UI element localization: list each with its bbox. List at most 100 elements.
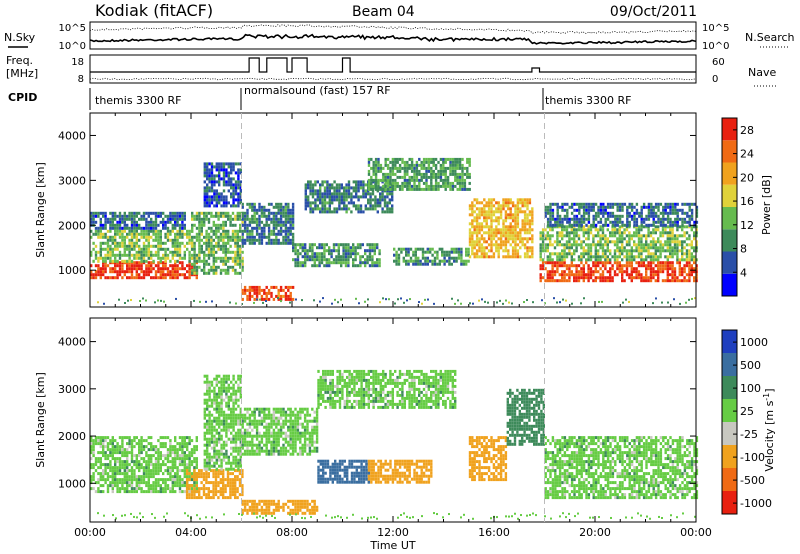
echo-cell [654, 202, 658, 206]
echo-cell [389, 166, 392, 170]
echo-cell [183, 466, 186, 470]
echo-cell [495, 228, 498, 232]
echo-cell [145, 475, 148, 479]
echo-cell [587, 255, 590, 259]
echo-cell [169, 445, 172, 449]
echo-cell [478, 213, 481, 217]
echo-cell [208, 186, 211, 190]
echo-cell [526, 222, 529, 226]
echo-cell [174, 472, 177, 476]
echo-cell [539, 273, 542, 277]
echo-cell [372, 178, 375, 182]
echo-cell [514, 210, 517, 214]
echo-cell [611, 276, 614, 280]
echo-cell [174, 220, 177, 224]
echo-cell [289, 301, 291, 304]
echo-cell [434, 184, 438, 188]
echo-cell [444, 166, 447, 170]
echo-cell [362, 195, 365, 199]
echo-cell [338, 198, 341, 202]
echo-cell [97, 478, 100, 482]
echo-cell [685, 231, 689, 235]
echo-cell [650, 211, 653, 215]
echo-cell [635, 276, 638, 280]
echo-cell [597, 261, 600, 265]
echo-cell [321, 201, 324, 205]
echo-cell [676, 249, 679, 253]
echo-cell [128, 267, 131, 271]
echo-cell [94, 276, 98, 280]
echo-cell [659, 255, 662, 259]
echo-cell [597, 276, 600, 280]
echo-cell [183, 436, 186, 440]
echo-cell [553, 252, 557, 256]
echo-cell [248, 229, 252, 233]
echo-cell [357, 183, 360, 187]
echo-cell [640, 276, 643, 280]
echo-cell [678, 279, 681, 283]
echo-cell [193, 235, 196, 239]
echo-cell [618, 205, 622, 209]
echo-cell [319, 192, 322, 196]
echo-cell [373, 249, 376, 253]
echo-cell [523, 198, 527, 202]
echo-cell [606, 255, 609, 259]
echo-cell [549, 217, 552, 221]
echo-cell [628, 220, 631, 224]
echo-cell [585, 252, 588, 256]
echo-cell [661, 270, 665, 274]
echo-cell [97, 214, 100, 218]
echo-cell [623, 279, 626, 283]
echo-cell [661, 243, 665, 247]
echo-cell [267, 297, 271, 301]
echo-cell [241, 288, 244, 292]
echo-cell [673, 243, 677, 247]
echo-cell [253, 208, 256, 212]
echo-cell [229, 256, 232, 260]
echo-cell [150, 220, 153, 224]
echo-cell [307, 204, 310, 208]
echo-cell [683, 279, 686, 283]
echo-cell [222, 247, 225, 251]
echo-cell [106, 276, 110, 280]
echo-cell [647, 223, 651, 227]
echo-cell [106, 475, 110, 479]
echo-cell [563, 255, 566, 259]
echo-cell [104, 472, 107, 476]
echo-cell [328, 204, 331, 208]
echo-cell [224, 256, 227, 260]
echo-cell [97, 301, 99, 304]
echo-cell [439, 175, 443, 179]
echo-cell [159, 214, 162, 218]
echo-cell [178, 487, 182, 491]
echo-cell [224, 214, 227, 218]
echo-cell [357, 195, 360, 199]
echo-cell [633, 234, 636, 238]
echo-cell [403, 301, 405, 304]
echo-cell [222, 195, 226, 199]
echo-cell [597, 211, 600, 215]
echo-cell [145, 220, 148, 224]
echo-cell [383, 210, 387, 214]
echo-cell [130, 214, 134, 218]
echo-cell [191, 217, 194, 221]
echo-cell [128, 253, 131, 257]
echo-cell [516, 252, 520, 256]
echo-cell [213, 195, 216, 199]
echo-cell [99, 241, 102, 245]
echo-cell [577, 234, 581, 238]
echo-cell [251, 241, 254, 245]
echo-cell [424, 262, 427, 266]
echo-cell [166, 270, 170, 274]
echo-cell [483, 255, 486, 259]
echo-cell [566, 214, 569, 218]
echo-cell [130, 241, 134, 245]
echo-cell [147, 487, 150, 491]
echo-cell [445, 259, 449, 263]
echo-cell [142, 232, 146, 236]
echo-cell [625, 249, 629, 253]
echo-cell [432, 160, 435, 164]
echo-cell [614, 202, 617, 206]
echo-cell [685, 255, 689, 259]
echo-cell [186, 241, 189, 245]
